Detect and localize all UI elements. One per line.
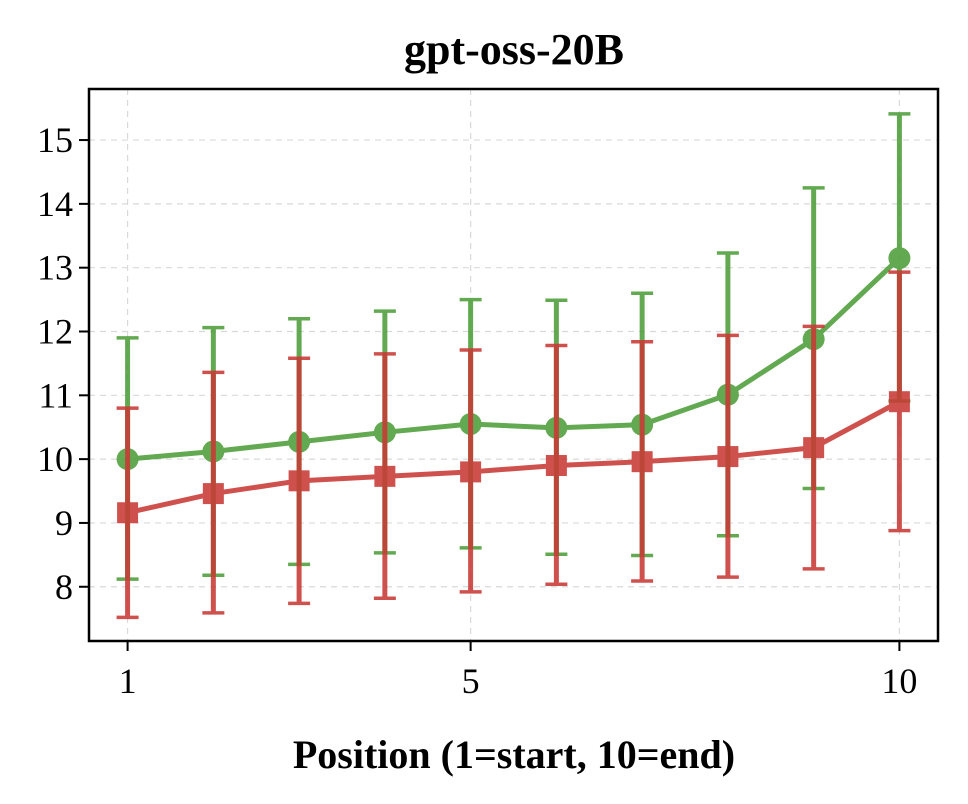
chart-title: gpt-oss-20B [404, 25, 624, 74]
series-layer [116, 112, 911, 620]
x-tick-label: 5 [462, 661, 480, 701]
data-point [631, 451, 653, 473]
data-point [202, 483, 224, 505]
data-point [803, 437, 825, 459]
plot-frame [87, 87, 940, 643]
x-tick-label: 10 [881, 661, 917, 701]
x-axis-label: Position (1=start, 10=end) [293, 732, 735, 777]
y-tick-label: 14 [37, 184, 73, 224]
grid-layer [89, 89, 938, 641]
x-tick-label: 1 [119, 661, 137, 701]
y-tick-label: 13 [37, 248, 73, 288]
series-red [116, 270, 911, 620]
y-tick-label: 12 [37, 311, 73, 351]
y-tick-label: 15 [37, 120, 73, 160]
y-tick-label: 11 [38, 375, 73, 415]
data-point [460, 461, 482, 483]
data-point [888, 391, 910, 413]
data-point [545, 455, 567, 477]
series-line [127, 256, 902, 462]
series-green [116, 112, 911, 581]
data-point [117, 502, 139, 524]
data-point [888, 247, 911, 270]
data-point [717, 446, 739, 468]
data-point [374, 465, 396, 487]
y-tick-label: 8 [55, 567, 73, 607]
series-line [127, 399, 901, 516]
y-tick-label: 9 [55, 503, 73, 543]
y-tick-label: 10 [37, 439, 73, 479]
data-point [288, 470, 310, 492]
